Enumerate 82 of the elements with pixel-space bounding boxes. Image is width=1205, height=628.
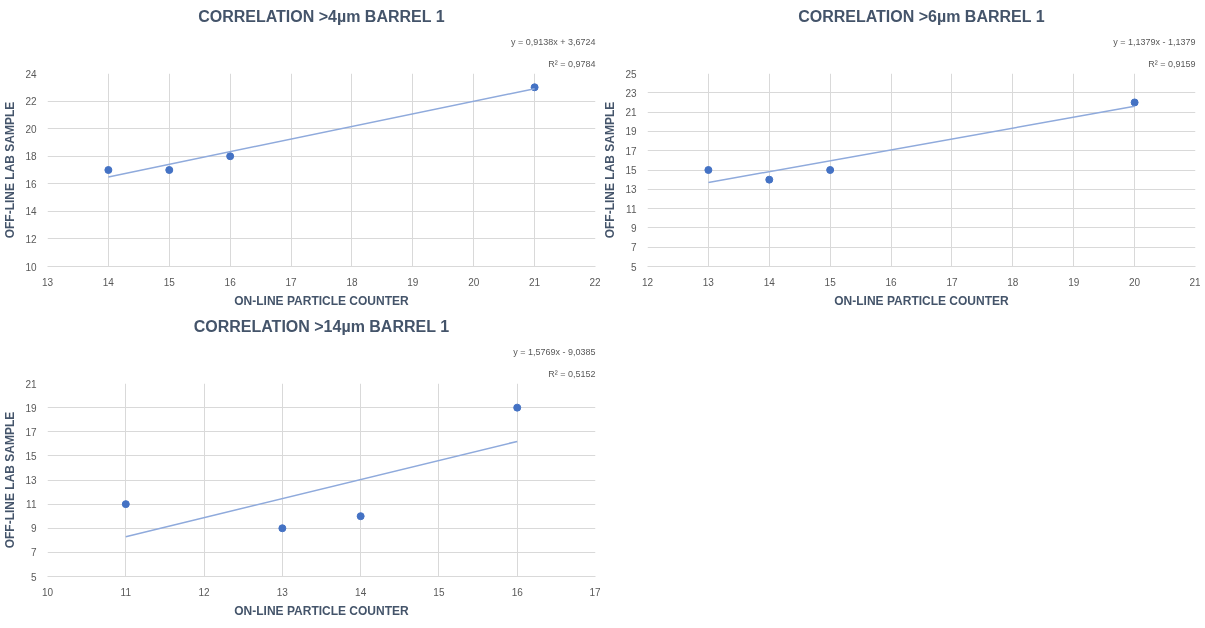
y-tick-label: 13 — [25, 475, 37, 486]
x-tick-label: 15 — [163, 276, 176, 288]
y-tick-label: 19 — [25, 402, 37, 414]
y-tick-label: 13 — [625, 184, 637, 196]
y-tick-label: 15 — [25, 450, 37, 462]
point — [104, 166, 113, 174]
y-axis-title: OFF-LINE LAB SAMPLE — [603, 101, 618, 239]
y-axis-title: OFF-LINE LAB SAMPLE — [3, 411, 18, 549]
x-tick-label: 13 — [41, 276, 54, 288]
x-tick-label: 16 — [511, 586, 524, 598]
x-tick-label: 14 — [102, 276, 115, 288]
x-tick-label: 21 — [1189, 276, 1201, 288]
y-tick-label: 12 — [25, 233, 37, 245]
x-tick-label: 16 — [224, 276, 237, 288]
y-tick-label: 9 — [30, 523, 37, 535]
point — [121, 500, 130, 509]
x-tick-label: 20 — [468, 276, 480, 288]
y-tick-label: 21 — [625, 107, 637, 119]
y-tick-label: 15 — [625, 165, 637, 176]
x-tick-label: 13 — [276, 586, 289, 598]
y-tick-label: 5 — [30, 571, 37, 583]
point — [356, 512, 365, 521]
x-tick-label: 12 — [198, 586, 211, 598]
y-tick-label: 20 — [25, 123, 37, 135]
x-tick-label: 15 — [824, 276, 837, 288]
y-tick-label: 11 — [26, 499, 37, 511]
x-tick-label: 16 — [885, 276, 898, 288]
y-tick-label: 22 — [25, 96, 37, 108]
y-tick-label: 19 — [625, 126, 637, 138]
chart-title: CORRELATION >6µm BARREL 1 — [798, 7, 1045, 25]
y-tick-label: 23 — [625, 87, 637, 99]
text: R² = 0,9159 — [1148, 58, 1196, 69]
x-tick-label: 13 — [702, 276, 715, 288]
y-tick-label: 17 — [625, 145, 637, 157]
x-tick-label: 10 — [41, 586, 54, 598]
x-tick-label: 19 — [1068, 276, 1080, 288]
x-tick-label: 18 — [346, 276, 358, 288]
text: R² = 0,9784 — [548, 58, 596, 69]
x-tick-label: 17 — [589, 586, 601, 598]
y-tick-label: 14 — [25, 206, 37, 218]
y-axis-title: OFF-LINE LAB SAMPLE — [3, 101, 18, 239]
y-tick-label: 9 — [630, 222, 637, 234]
x-axis-title: ON-LINE PARTICLE COUNTER — [234, 293, 410, 308]
x-tick-label: 18 — [1007, 276, 1019, 288]
text: R² = 0,5152 — [548, 368, 596, 379]
y-tick-label: 18 — [25, 151, 37, 163]
x-tick-label: 20 — [1129, 276, 1141, 288]
x-tick-label: 21 — [529, 276, 541, 288]
x-tick-label: 15 — [433, 586, 445, 598]
x-tick-label: 17 — [285, 276, 298, 288]
x-tick-label: 12 — [641, 276, 654, 288]
point — [513, 403, 522, 412]
y-tick-label: 5 — [630, 261, 637, 273]
x-tick-label: 14 — [355, 586, 367, 598]
point — [826, 166, 835, 174]
y-tick-label: 7 — [630, 242, 637, 254]
y-tick-label: 7 — [30, 547, 37, 559]
point — [1130, 98, 1139, 107]
chart-title: CORRELATION >14µm BARREL 1 — [193, 317, 450, 335]
x-tick-label: 14 — [763, 276, 776, 288]
point — [278, 524, 287, 533]
x-axis-title: ON-LINE PARTICLE COUNTER — [834, 293, 1010, 308]
y-tick-label: 11 — [626, 203, 637, 215]
chart-title: CORRELATION >4µm BARREL 1 — [198, 7, 445, 25]
x-axis-title: ON-LINE PARTICLE COUNTER — [234, 603, 410, 618]
y-tick-label: 21 — [25, 378, 37, 390]
point — [226, 152, 235, 161]
y-tick-label: 10 — [25, 261, 37, 273]
point — [165, 166, 174, 174]
x-tick-label: 19 — [407, 276, 419, 288]
text: y = 1,1379x - 1,1379 — [1113, 36, 1196, 47]
point — [704, 166, 713, 174]
y-tick-label: 17 — [25, 426, 37, 438]
y-tick-label: 25 — [625, 68, 637, 80]
point — [765, 175, 774, 184]
text: y = 1,5769x - 9,0385 — [513, 346, 596, 357]
text: y = 0,9138x + 3,6724 — [510, 36, 596, 47]
y-tick-label: 16 — [25, 178, 37, 190]
y-tick-label: 24 — [25, 68, 37, 80]
x-tick-label: 22 — [589, 276, 601, 288]
x-tick-label: 11 — [120, 586, 132, 598]
x-tick-label: 17 — [946, 276, 958, 288]
